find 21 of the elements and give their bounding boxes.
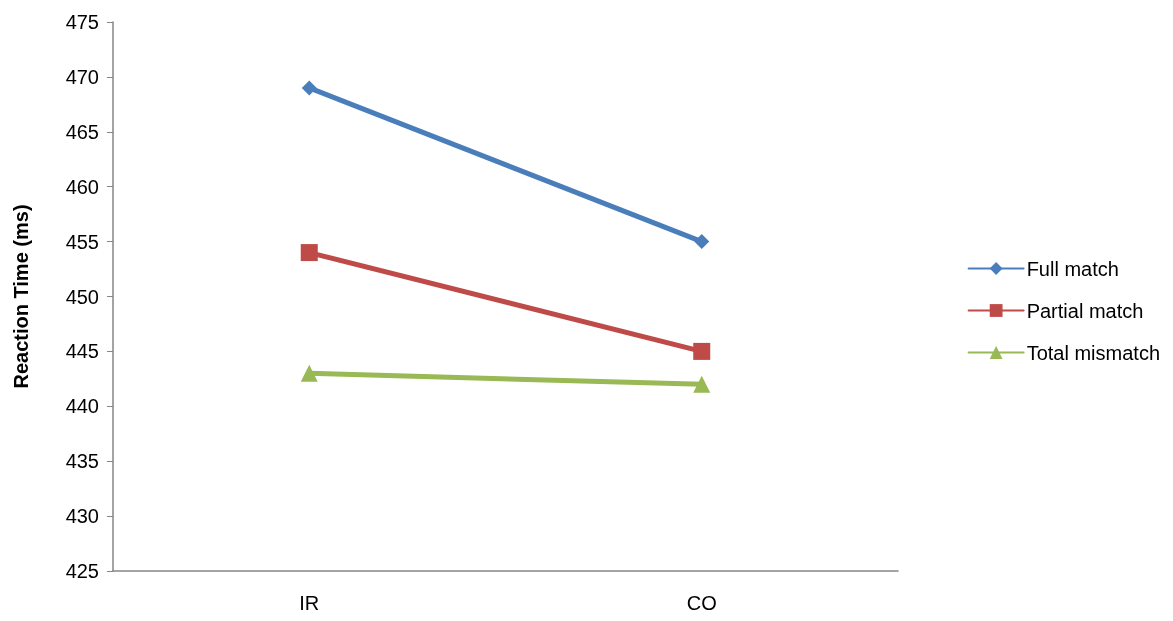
legend-label: Total mismatch	[1026, 341, 1161, 364]
y-tick-label: 445	[65, 340, 99, 363]
legend-label: Partial match	[1026, 299, 1144, 322]
y-tick-label: 425	[65, 560, 99, 582]
point	[301, 80, 317, 96]
y-tick-label: 470	[65, 65, 99, 88]
y-tick-label: 465	[65, 120, 99, 143]
y-tick-label: 430	[65, 505, 99, 528]
y-tick-label: 440	[65, 395, 99, 418]
x-tick-label: CO	[686, 592, 717, 614]
y-tick-label: 460	[65, 175, 99, 198]
y-axis-title: Reaction Time (ms)	[10, 204, 32, 389]
y-tick-label: 450	[65, 285, 99, 308]
point	[694, 234, 710, 250]
y-tick-label: 435	[65, 450, 99, 473]
x-tick-label: IR	[299, 592, 320, 614]
point	[693, 342, 711, 360]
y-tick-label: 475	[65, 11, 99, 33]
point	[300, 244, 318, 262]
legend-label: Full match	[1026, 257, 1119, 280]
y-tick-label: 455	[65, 230, 99, 253]
